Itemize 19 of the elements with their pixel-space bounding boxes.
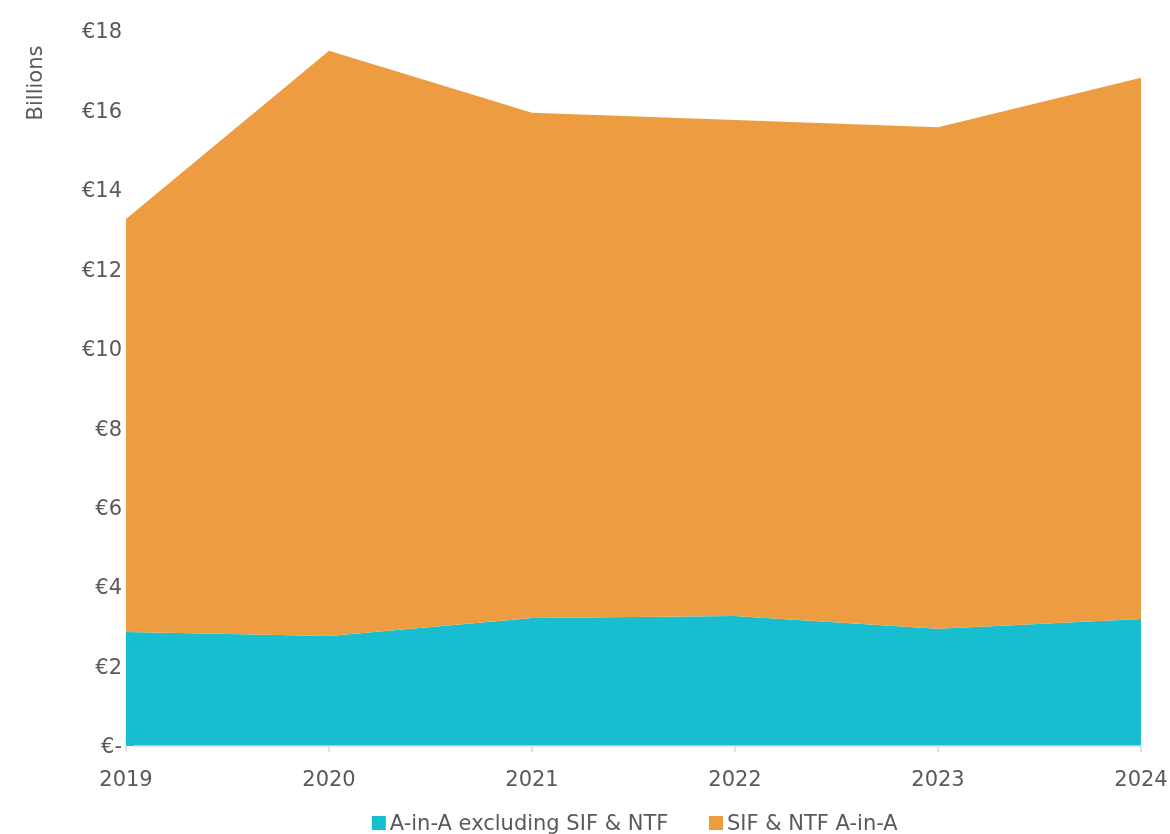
y-tick-label: €16: [81, 98, 122, 123]
x-tick-label: 2024: [1114, 767, 1168, 791]
y-tick-label: €4: [95, 575, 122, 600]
y-tick-label: €10: [81, 337, 122, 362]
y-tick-label: €18: [81, 19, 122, 44]
x-tick-label: 2023: [911, 767, 965, 791]
legend-label: A-in-A excluding SIF & NTF: [389, 811, 669, 834]
x-tick-label: 2022: [708, 767, 762, 791]
y-axis-title: Billions: [23, 45, 47, 121]
y-tick-label: €6: [95, 496, 122, 521]
y-tick-label: €14: [81, 178, 122, 203]
y-tick-label: €2: [95, 654, 122, 679]
x-tick-label: 2019: [99, 767, 153, 791]
x-tick-label: 2021: [505, 767, 559, 791]
y-tick-label: €12: [81, 257, 122, 282]
y-tick-label: €-: [101, 734, 122, 759]
x-tick-label: 2020: [302, 767, 356, 791]
legend-label: SIF & NTF A-in-A: [727, 811, 899, 834]
y-tick-label: €8: [95, 416, 122, 441]
